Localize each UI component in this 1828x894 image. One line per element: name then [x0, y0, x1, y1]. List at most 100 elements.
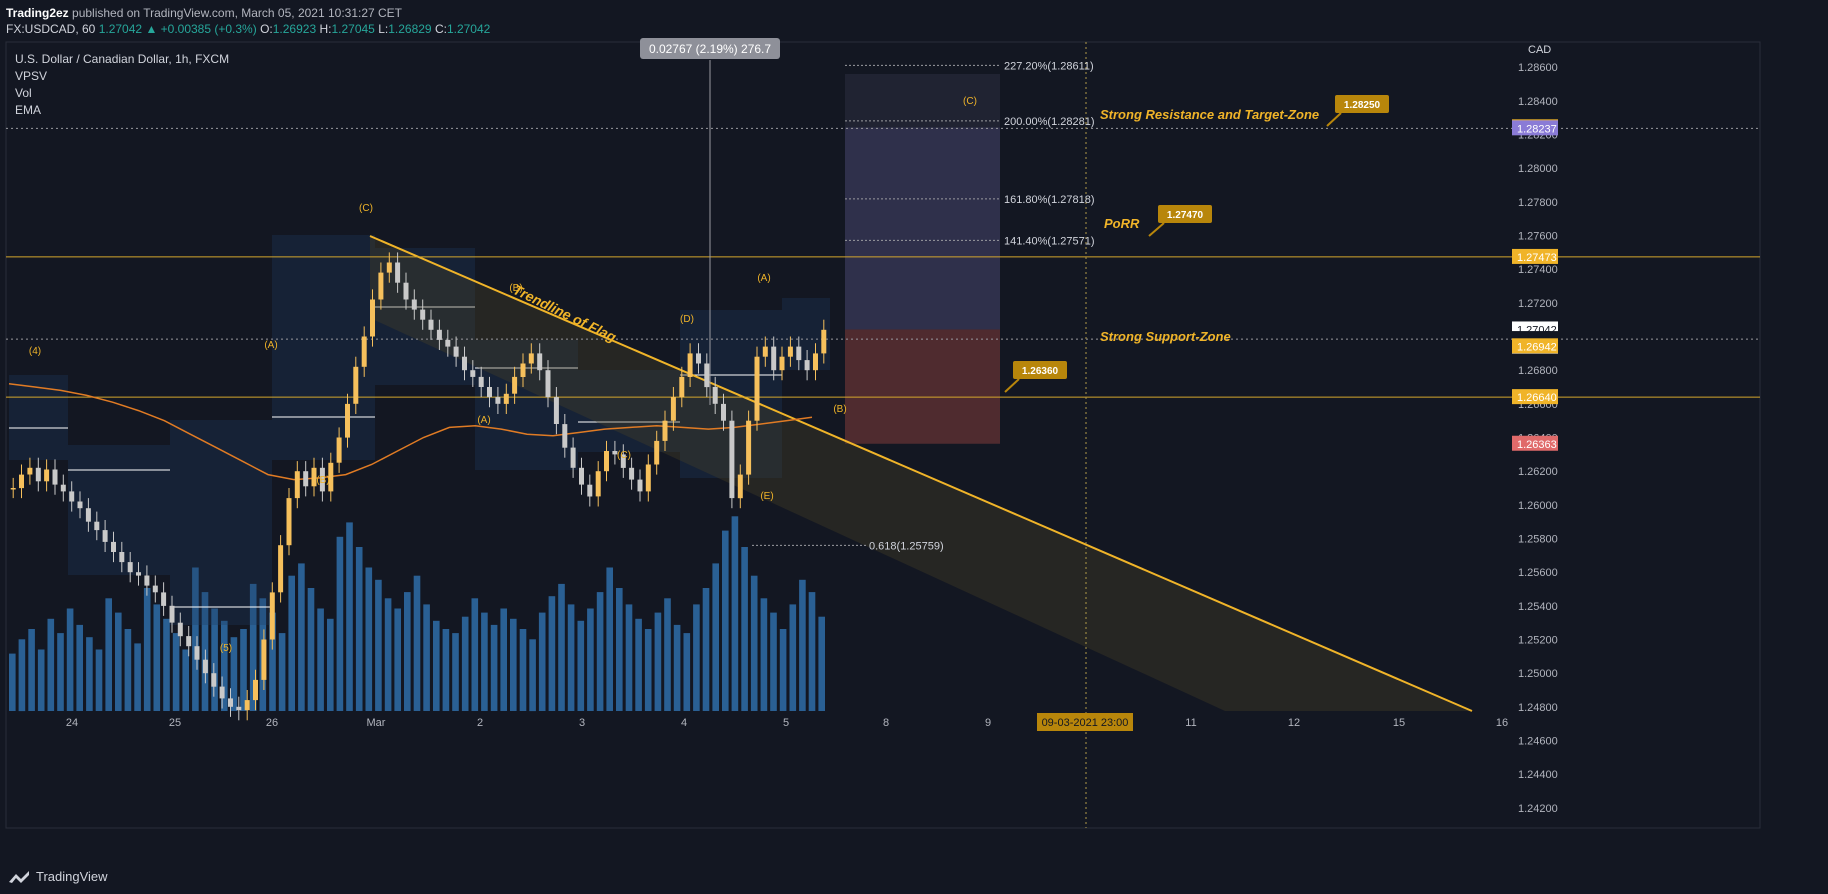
candle-body	[202, 659, 208, 674]
volume-bar	[298, 563, 305, 711]
target-zone	[845, 127, 1000, 330]
candle-body	[478, 376, 484, 387]
wave-label: (B)	[833, 404, 846, 415]
flag-channel	[369, 235, 1473, 712]
volume-bar	[124, 629, 132, 711]
wave-label: (C)	[963, 96, 977, 107]
candle-body	[420, 309, 426, 320]
candle-body	[361, 336, 367, 367]
y-tick-label: 1.26200	[1518, 466, 1558, 478]
candle-body	[662, 420, 668, 441]
volume-bar	[9, 653, 16, 711]
volume-bar	[799, 579, 806, 711]
candle-body	[428, 319, 434, 330]
y-tick-label: 1.24800	[1518, 702, 1558, 714]
zone-text: Strong Support-Zone	[1100, 329, 1231, 344]
volume-bar	[355, 547, 363, 711]
wave-label: (C)	[617, 450, 631, 461]
x-tick-label: 8	[883, 717, 889, 729]
candle-body	[620, 454, 626, 468]
profile-block	[170, 420, 272, 625]
candle-body	[487, 387, 492, 398]
candle-body	[654, 440, 660, 465]
candle-body	[161, 592, 167, 606]
candle-body	[253, 679, 258, 701]
candle-body	[612, 451, 618, 455]
publisher-name[interactable]: Trading2ez	[6, 6, 69, 20]
volume-bar	[211, 608, 218, 711]
callout-box	[1335, 95, 1389, 113]
volume-bar	[163, 618, 170, 711]
candle-body	[553, 397, 559, 424]
wave-label: (5)	[220, 643, 232, 654]
x-tick-label: 12	[1288, 717, 1300, 729]
footer-brand[interactable]: TradingView	[36, 869, 108, 884]
profile-block	[9, 375, 68, 460]
volume-bar	[625, 604, 633, 711]
candle-body	[787, 346, 793, 357]
volume-bar	[423, 604, 430, 711]
volume-bar	[596, 592, 604, 711]
price-label-bg	[1512, 248, 1558, 264]
y-tick-label: 1.25000	[1518, 668, 1558, 680]
legend-item-vol[interactable]: Vol	[15, 86, 32, 100]
candle-body	[219, 686, 225, 699]
open-value: 1.26923	[272, 22, 317, 36]
candle-body	[520, 363, 526, 377]
profile-block	[475, 340, 578, 470]
candle-body	[779, 356, 785, 371]
volume-bar	[182, 649, 189, 711]
candle-body	[679, 376, 685, 398]
volume-bar	[442, 629, 450, 711]
legend-item-ema[interactable]: EMA	[15, 103, 42, 117]
volume-bar	[327, 618, 334, 711]
candle-body	[445, 339, 451, 347]
candle-body	[503, 393, 509, 404]
high-label: H:	[319, 22, 332, 36]
candle-body	[771, 346, 777, 371]
price-change: ▲ +0.00385 (+0.3%)	[145, 22, 257, 36]
legend-title[interactable]: U.S. Dollar / Canadian Dollar, 1h, FXCM	[15, 52, 230, 66]
x-tick-label: 9	[985, 717, 991, 729]
volume-bar	[722, 530, 729, 711]
y-tick-label: 1.27800	[1518, 197, 1558, 209]
volume-bar	[365, 567, 373, 711]
x-tick-label: 15	[1393, 717, 1405, 729]
candle-body	[696, 353, 701, 364]
price-label-bg	[1512, 120, 1558, 136]
time-axis[interactable]: 24 25 26 Mar 2 3 4 5 8 9 11 12 15 16 09-03-2021 23:00	[66, 713, 1508, 731]
low-value: 1.26829	[388, 22, 432, 36]
candle-body	[336, 437, 342, 463]
x-tick-label: 24	[66, 717, 78, 729]
candle-body	[236, 706, 242, 711]
candle-body	[411, 299, 417, 310]
y-tick-label: 1.28000	[1518, 163, 1558, 175]
close-label: C:	[434, 22, 447, 36]
volume-bar	[240, 629, 247, 711]
callout-label: 1.26360	[1022, 366, 1059, 377]
y-tick-label: 1.24200	[1518, 803, 1558, 815]
symbol-label[interactable]: FX:USDCAD, 60	[6, 22, 96, 36]
volume-bar	[307, 588, 315, 711]
candle-body	[294, 471, 300, 499]
y-tick-label: 1.26800	[1518, 365, 1558, 377]
callout-label: 1.27470	[1167, 210, 1204, 221]
volume-bar	[654, 612, 662, 711]
callout-pointer	[1004, 378, 1020, 393]
callout-pointer	[1326, 112, 1342, 127]
x-tick-label: 16	[1496, 717, 1508, 729]
legend-item-vpsv[interactable]: VPSV	[15, 69, 48, 83]
price-label-bg	[1512, 435, 1558, 451]
candle-body	[144, 575, 150, 586]
volume-bar	[413, 575, 421, 711]
volume-bar	[683, 633, 691, 711]
low-label: L:	[378, 22, 389, 36]
candle-body	[687, 353, 693, 377]
volume-bar	[500, 608, 507, 711]
footer-bar: TradingView	[0, 858, 1828, 894]
y-tick-label: 1.25400	[1518, 601, 1558, 613]
candle-body	[470, 370, 476, 377]
price-axis[interactable]: CAD1.286001.284001.282001.280001.278001.…	[1512, 44, 1558, 815]
candle-body	[495, 397, 501, 404]
